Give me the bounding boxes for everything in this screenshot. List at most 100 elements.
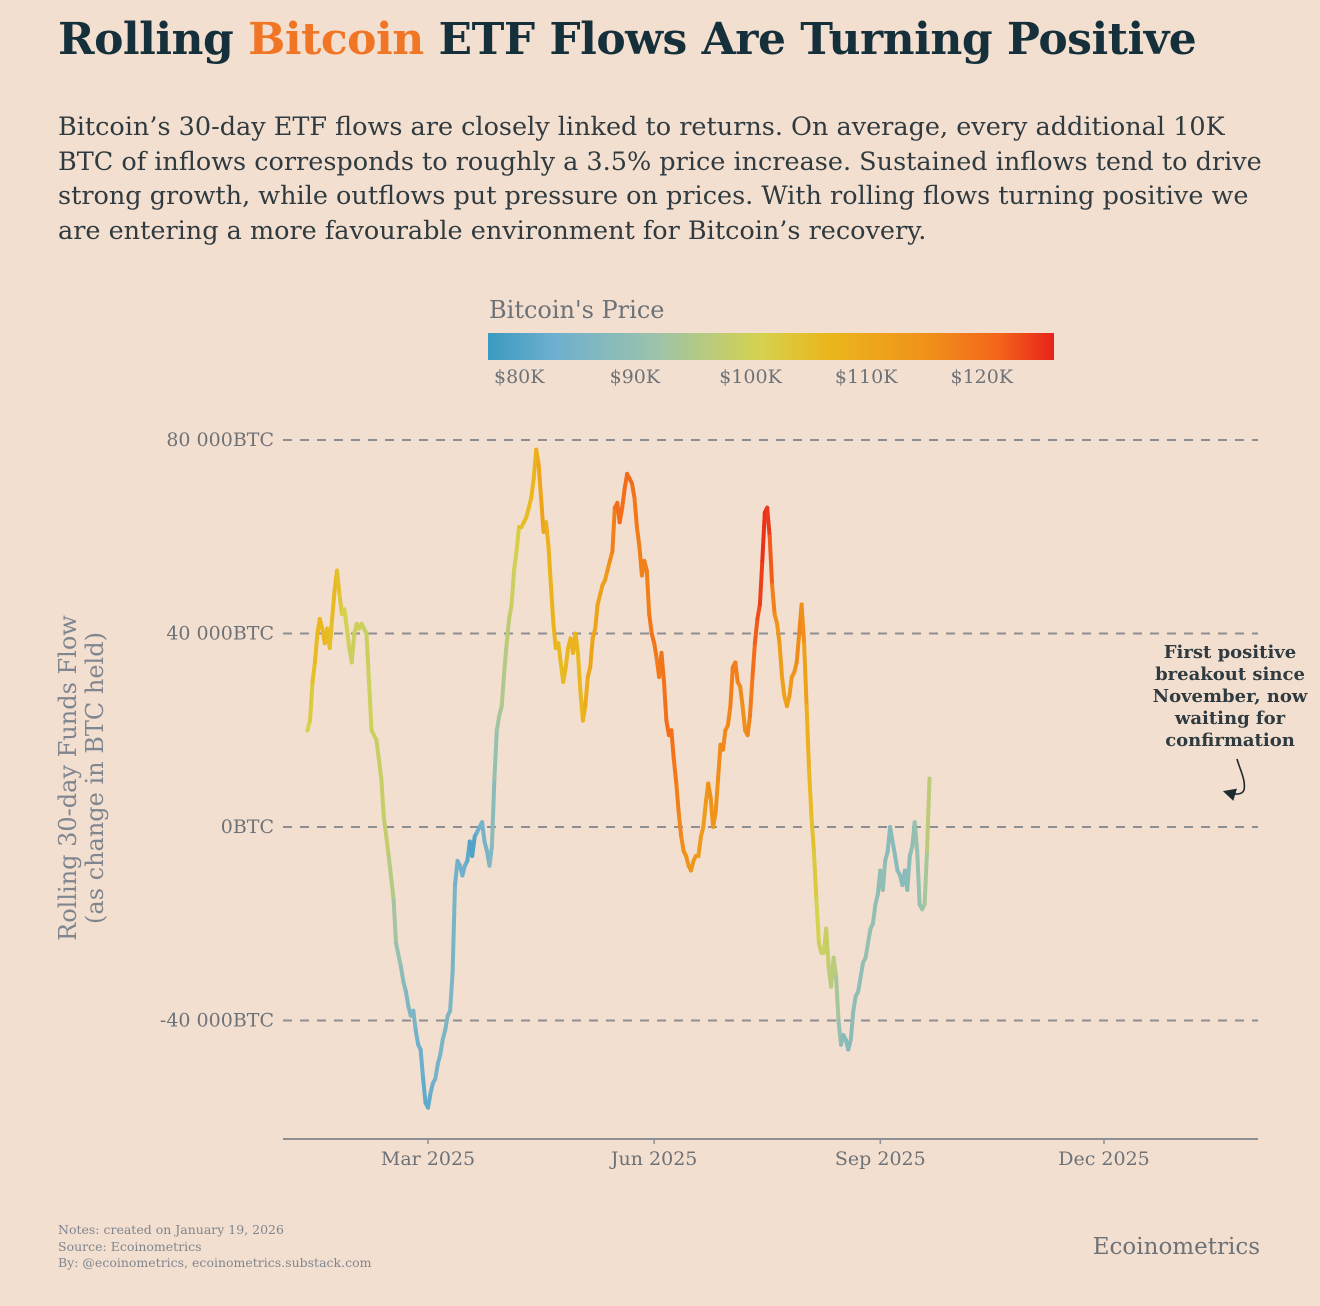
- series-segment: [367, 679, 374, 733]
- series-segment: [443, 1013, 450, 1033]
- series-segment: [529, 476, 536, 501]
- series-segment: [890, 839, 898, 858]
- series-segment: [848, 1008, 856, 1042]
- footer-notes: Notes: created on January 19, 2026 Sourc…: [58, 1222, 371, 1272]
- series-segment: [593, 602, 600, 631]
- series-segment: [824, 926, 831, 970]
- y-axis-ticks: 80 000BTC 40 000BTC 0BTC -40 000BTC: [160, 429, 274, 1032]
- annotation-line: waiting for: [1174, 708, 1286, 729]
- series-segment: [851, 994, 858, 1013]
- series-segment: [617, 505, 625, 525]
- series-segment: [807, 767, 814, 820]
- series-segment: [580, 704, 588, 723]
- series-segment: [634, 525, 642, 549]
- series-segment: [548, 583, 556, 626]
- y-tick-label: -40 000BTC: [160, 1010, 274, 1032]
- series-segment: [671, 757, 679, 786]
- series-segment: [733, 660, 740, 684]
- series-segment: [870, 902, 878, 926]
- series-segment: [433, 1062, 440, 1081]
- series-segment: [814, 897, 821, 946]
- series-segment: [308, 679, 315, 723]
- series-segment: [647, 612, 654, 636]
- series-segment: [711, 810, 718, 829]
- series-segment: [770, 583, 777, 617]
- series-segment: [413, 1028, 421, 1047]
- series-segment: [342, 607, 349, 631]
- series-segment: [905, 854, 912, 892]
- series-segment: [632, 496, 639, 530]
- series-segment: [834, 975, 841, 1023]
- series-segment: [669, 728, 676, 762]
- source-text: Source: Ecoinometrics: [58, 1238, 202, 1254]
- title-prefix: Rolling: [58, 14, 249, 65]
- series-segment: [662, 679, 669, 723]
- series-segment: [915, 849, 922, 907]
- series-segment: [740, 704, 748, 733]
- series-segment: [775, 621, 782, 646]
- title-accent: Bitcoin: [248, 14, 424, 65]
- series-segment: [487, 844, 494, 868]
- series-segment: [546, 544, 553, 588]
- series-segment: [544, 520, 551, 549]
- series-segment: [379, 776, 386, 820]
- series-segment: [507, 602, 514, 621]
- annotation-line: November, now: [1152, 686, 1308, 707]
- series-segment: [767, 534, 775, 588]
- y-tick-label: 0BTC: [221, 816, 274, 838]
- annotation-breakout: First positive breakout since November, …: [1150, 642, 1310, 752]
- series-segment: [489, 776, 497, 849]
- series-segment: [802, 641, 809, 709]
- x-axis: Mar 2025 Jun 2025 Sep 2025 Dec 2025: [283, 1138, 1258, 1170]
- series-segment: [716, 742, 723, 781]
- color-legend-tick-label: $110K: [834, 366, 898, 388]
- series-segment: [713, 776, 721, 815]
- series-segment: [752, 617, 760, 646]
- series-segment: [470, 834, 477, 858]
- brand-logo-text: Ecoinometrics: [1092, 1234, 1260, 1260]
- series-segment: [912, 820, 920, 854]
- series-segment: [674, 781, 681, 815]
- color-legend-tick-label: $100K: [719, 366, 782, 388]
- series-segment: [438, 1037, 445, 1057]
- series-segment: [831, 955, 839, 979]
- series-segment: [755, 602, 762, 621]
- color-legend-tick-label: $80K: [493, 366, 545, 388]
- annotation-line: breakout since: [1155, 664, 1305, 685]
- series-segment: [706, 781, 713, 800]
- series-segment: [448, 970, 455, 1013]
- series-segment: [922, 849, 929, 907]
- series-segment: [514, 525, 521, 554]
- series-segment: [556, 641, 563, 665]
- series-segment: [794, 631, 802, 665]
- series-segment: [335, 568, 342, 597]
- series-segment: [563, 646, 571, 670]
- series-segment: [450, 883, 457, 975]
- series-segment: [659, 650, 666, 684]
- series-segment: [701, 800, 708, 829]
- series-segment: [386, 854, 396, 902]
- x-tick-label: Mar 2025: [381, 1148, 475, 1170]
- series-segment: [381, 815, 391, 858]
- series-segment: [421, 1076, 428, 1105]
- series-segment: [492, 728, 499, 781]
- series-segment: [676, 810, 684, 839]
- color-legend-title: Bitcoin's Price: [489, 296, 665, 324]
- series-segment: [750, 641, 757, 679]
- series-segment: [620, 486, 627, 510]
- series-segment: [575, 650, 583, 694]
- y-tick-label: 40 000BTC: [166, 623, 274, 645]
- color-legend-bar: [488, 333, 1054, 360]
- series-segment: [748, 675, 755, 718]
- series-segment: [679, 834, 686, 854]
- series-segment: [502, 641, 509, 675]
- y-tick-label: 80 000BTC: [166, 429, 274, 451]
- series-segment: [364, 631, 371, 684]
- color-legend-tick-label: $90K: [609, 366, 661, 388]
- series-segment: [344, 626, 352, 650]
- series-segment: [573, 631, 580, 655]
- x-tick-label: Jun 2025: [609, 1148, 697, 1170]
- series-segment: [426, 1091, 433, 1110]
- series-segment: [330, 588, 337, 621]
